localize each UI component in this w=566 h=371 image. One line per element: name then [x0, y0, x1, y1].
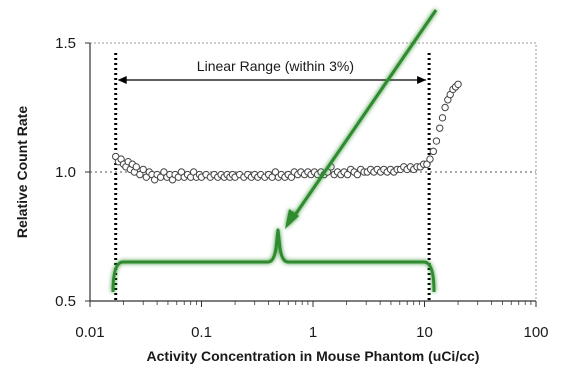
range-bracket: [111, 228, 436, 293]
x-tick-label: 0.01: [75, 324, 104, 341]
pointer-arrow-shaft: [291, 9, 438, 219]
data-point: [436, 124, 444, 132]
green-overlay: [111, 9, 438, 293]
y-tick-label: 1.0: [55, 164, 76, 181]
x-tick-label: 10: [416, 324, 433, 341]
data-point: [438, 114, 447, 122]
data-point: [432, 137, 441, 145]
pointer-arrow-head: [285, 209, 299, 229]
data-point: [132, 163, 140, 171]
data-point: [353, 170, 362, 179]
x-tick-label: 1: [309, 324, 317, 341]
data-points: [111, 80, 462, 184]
linear-range-label: Linear Range (within 3%): [197, 58, 354, 74]
data-point: [343, 170, 352, 179]
y-axis-title: Relative Count Rate: [14, 106, 30, 238]
data-point: [454, 80, 462, 88]
y-axis-ticks: 0.5 1.0 1.5: [55, 35, 90, 310]
y-tick-label: 1.5: [55, 35, 76, 52]
y-tick-label: 0.5: [55, 293, 76, 310]
data-point: [429, 147, 438, 156]
data-point: [441, 103, 449, 112]
data-point: [139, 165, 147, 174]
data-point: [426, 155, 434, 163]
x-tick-label: 100: [523, 324, 548, 341]
x-axis-ticks: 0.01 0.1 1 10 100: [75, 301, 549, 341]
x-tick-label: 0.1: [191, 324, 212, 341]
data-point: [136, 170, 144, 179]
x-axis-title: Activity Concentration in Mouse Phantom …: [147, 348, 480, 364]
